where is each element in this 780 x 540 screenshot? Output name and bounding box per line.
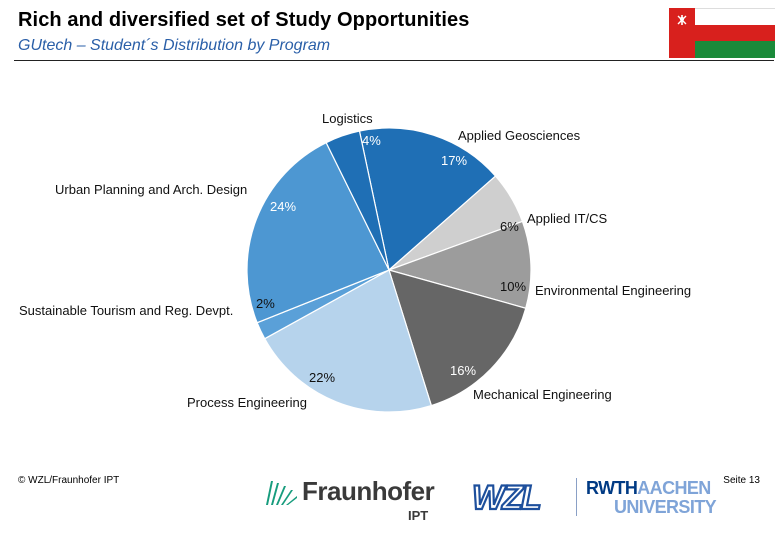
slide-title: Rich and diversified set of Study Opport… bbox=[18, 9, 470, 31]
slice-value-environmental-engineering: 10% bbox=[500, 279, 526, 294]
fraunhofer-mark-icon bbox=[266, 481, 297, 505]
rwth-university: UNIVERSITY bbox=[614, 497, 717, 517]
wzl-logo: WZL bbox=[471, 480, 543, 514]
slice-value-applied-geosciences: 17% bbox=[441, 153, 467, 168]
khanjar-emblem-icon bbox=[677, 15, 687, 25]
oman-flag-icon bbox=[669, 8, 775, 58]
footer-copyright: © WZL/Fraunhofer IPT bbox=[18, 475, 120, 486]
pie-slice-mechanical-engineering bbox=[388, 269, 527, 407]
slice-value-urban-planning: 24% bbox=[270, 199, 296, 214]
logo-divider bbox=[576, 478, 577, 516]
fraunhofer-name: Fraunhofer bbox=[302, 476, 435, 506]
rwth-name: RWTH bbox=[586, 478, 638, 498]
slide-subtitle: GUtech – Student´s Distribution by Progr… bbox=[18, 37, 331, 54]
slice-label-sustainable-tourism: Sustainable Tourism and Reg. Devpt. bbox=[19, 303, 233, 318]
wzl-logo-text: WZL bbox=[472, 480, 540, 514]
slice-value-sustainable-tourism: 2% bbox=[256, 296, 275, 311]
slice-label-logistics: Logistics bbox=[322, 111, 373, 126]
title-divider bbox=[14, 60, 774, 61]
slice-label-applied-it-cs: Applied IT/CS bbox=[527, 211, 608, 226]
rwth-city: AACHEN bbox=[637, 478, 711, 498]
slice-label-process-engineering: Process Engineering bbox=[187, 395, 307, 410]
slice-label-environmental-engineering: Environmental Engineering bbox=[535, 283, 691, 298]
pie-slice-logistics bbox=[325, 130, 390, 271]
pie-slice-urban-planning bbox=[246, 141, 390, 324]
slice-label-urban-planning: Urban Planning and Arch. Design bbox=[55, 182, 247, 197]
pie-slice-applied-geosciences bbox=[358, 127, 497, 272]
slice-label-mechanical-engineering: Mechanical Engineering bbox=[473, 387, 612, 402]
pie-slices bbox=[246, 127, 532, 413]
fraunhofer-logo: Fraunhofer IPT bbox=[264, 473, 444, 528]
fraunhofer-unit: IPT bbox=[408, 508, 429, 523]
pie-slice-environmental-engineering bbox=[387, 220, 532, 309]
slice-label-applied-geosciences: Applied Geosciences bbox=[458, 128, 581, 143]
rwth-logo: RWTHAACHEN UNIVERSITY bbox=[586, 478, 717, 518]
slice-value-mechanical-engineering: 16% bbox=[450, 363, 476, 378]
slice-value-logistics: 4% bbox=[362, 133, 381, 148]
page-number: Seite 13 bbox=[723, 475, 760, 486]
pie-slice-process-engineering bbox=[263, 269, 433, 413]
slice-value-applied-it-cs: 6% bbox=[500, 219, 519, 234]
slice-value-process-engineering: 22% bbox=[309, 370, 335, 385]
